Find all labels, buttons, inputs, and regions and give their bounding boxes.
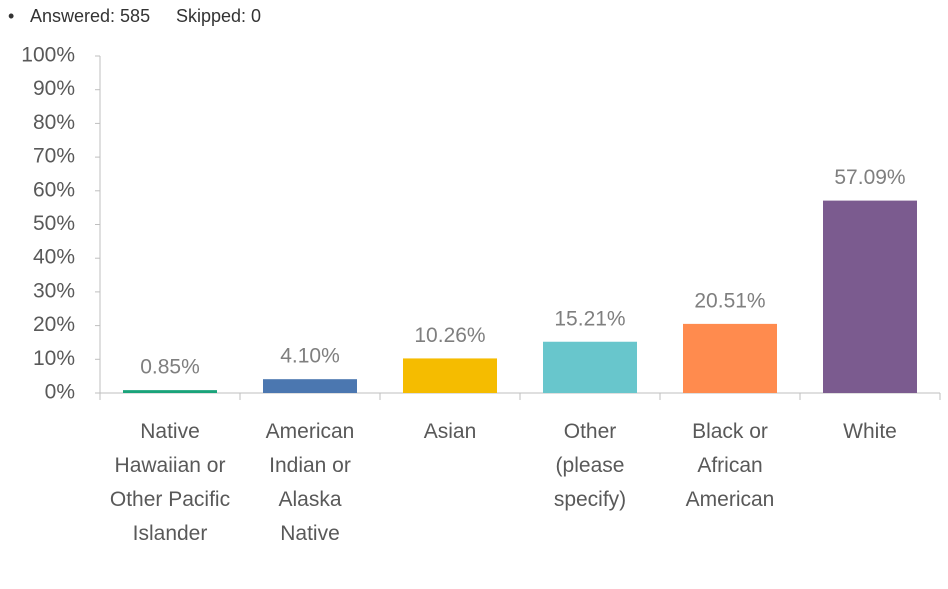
y-tick-label: 50%	[33, 212, 75, 235]
x-tick-label: Other (please specify)	[553, 420, 627, 511]
value-label: 15.21%	[554, 307, 625, 330]
bar	[263, 379, 357, 393]
y-tick-label: 10%	[33, 347, 75, 370]
bar	[823, 200, 917, 393]
value-label: 4.10%	[280, 345, 340, 368]
y-tick-label: 20%	[33, 313, 75, 336]
y-tick-label: 0%	[45, 381, 75, 404]
bullet: •	[8, 6, 15, 26]
y-tick-label: 60%	[33, 178, 75, 201]
skipped: Skipped: 0	[176, 6, 262, 26]
answered: Answered: 585	[30, 6, 151, 26]
y-tick-label: 40%	[33, 246, 75, 269]
y-tick-label: 70%	[33, 145, 75, 168]
y-tick-label: 100%	[21, 44, 75, 67]
bar	[543, 341, 637, 393]
value-label: 57.09%	[834, 166, 905, 189]
x-tick-label: Black or African American	[685, 420, 775, 511]
value-label: 0.85%	[140, 356, 200, 379]
x-tick-label: American Indian or Alaska Native	[265, 420, 355, 545]
bar	[403, 358, 497, 393]
y-tick-label: 90%	[33, 77, 75, 100]
x-tick-label: Asian	[423, 420, 477, 443]
value-label: 20.51%	[694, 289, 765, 312]
bar	[683, 323, 777, 393]
y-tick-label: 80%	[33, 111, 75, 134]
y-tick-label: 30%	[33, 279, 75, 302]
x-tick-label: Native Hawaiian or Other Pacific Islande…	[109, 420, 231, 545]
x-tick-label: White	[843, 420, 897, 443]
bar	[123, 390, 217, 393]
value-label: 10.26%	[414, 324, 485, 347]
